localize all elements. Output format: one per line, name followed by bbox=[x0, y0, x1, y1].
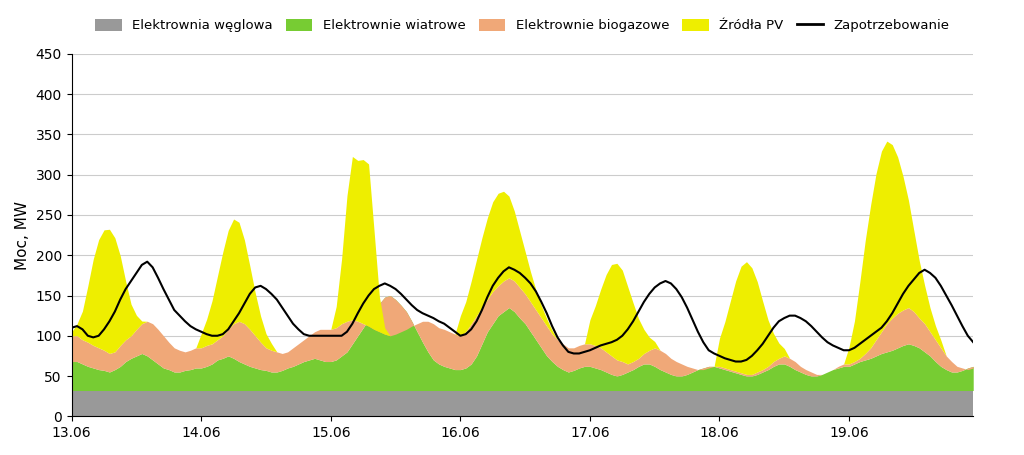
Y-axis label: Moc, MW: Moc, MW bbox=[15, 201, 30, 270]
Legend: Elektrownia węglowa, Elektrownie wiatrowe, Elektrownie biogazowe, Źródła PV, Zap: Elektrownia węglowa, Elektrownie wiatrow… bbox=[90, 14, 955, 37]
